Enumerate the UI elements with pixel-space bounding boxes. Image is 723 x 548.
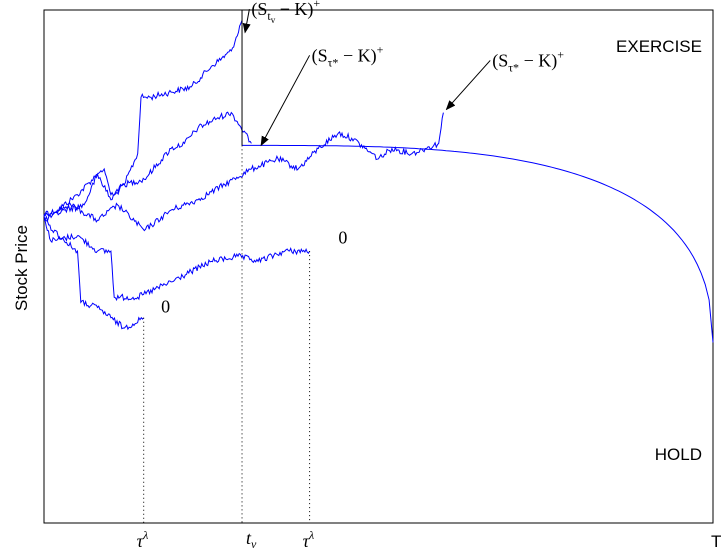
tick-labels: τλ τλ tv T bbox=[137, 528, 722, 548]
annotation-payoff_tau_1: (Sτ* − K)+ bbox=[312, 42, 384, 69]
paths-layer bbox=[43, 20, 444, 331]
arrow-payoff_tau_1 bbox=[260, 55, 311, 147]
price-path-1 bbox=[43, 20, 243, 218]
annotation-payoff_tau_2: (Sτ* − K)+ bbox=[492, 47, 564, 74]
exercise-boundary bbox=[242, 144, 714, 343]
tick-tau-lambda-2: τλ bbox=[303, 528, 315, 548]
price-path-4 bbox=[43, 215, 311, 302]
annotation-layer: (Stv − K)+ (Sτ* − K)+ (Sτ* − K)+ 0 0 bbox=[161, 0, 564, 317]
tick-t-v: tv bbox=[246, 528, 257, 548]
region-label-exercise: EXERCISE bbox=[616, 37, 702, 56]
price-path-3 bbox=[43, 112, 444, 232]
region-label-hold: HOLD bbox=[655, 445, 702, 464]
plot-frame bbox=[43, 9, 714, 524]
annotation-payoff_tv: (Stv − K)+ bbox=[251, 0, 320, 25]
dotted-layer bbox=[143, 145, 311, 523]
annotation-zero_2: 0 bbox=[161, 297, 170, 317]
arrow-payoff_tv bbox=[242, 9, 251, 34]
price-path-2 bbox=[43, 111, 252, 223]
boundary-layer bbox=[241, 10, 714, 343]
tick-T: T bbox=[711, 532, 721, 548]
y-axis-label: Stock Price bbox=[12, 225, 31, 311]
price-path-5 bbox=[43, 219, 145, 331]
annotation-zero_1: 0 bbox=[338, 227, 347, 247]
arrow-payoff_tau_2 bbox=[445, 60, 491, 111]
tick-tau-lambda-1: τλ bbox=[137, 528, 149, 548]
